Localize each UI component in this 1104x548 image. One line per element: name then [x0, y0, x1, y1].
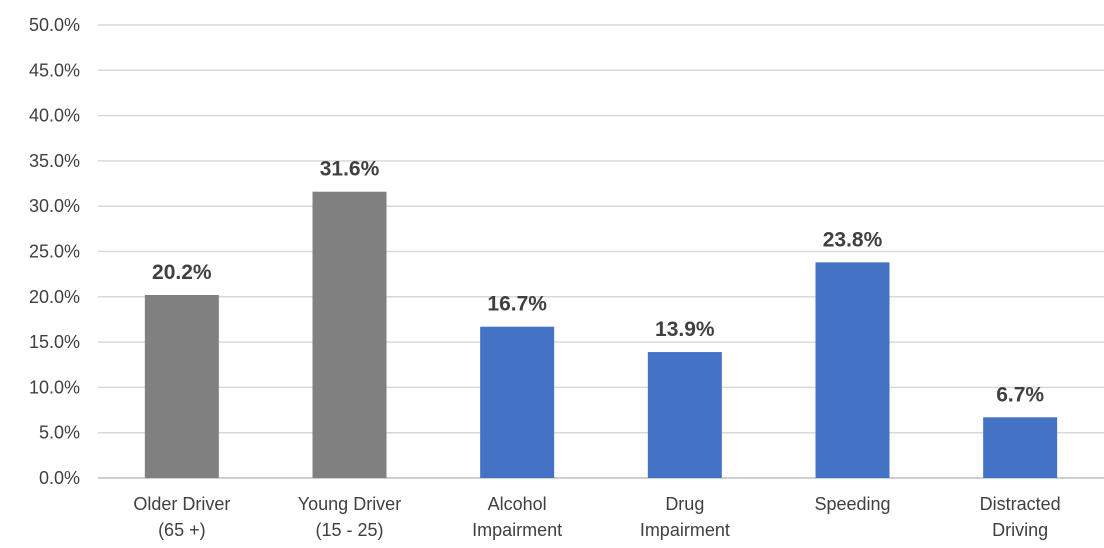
bars: [144, 191, 1058, 479]
bar: [647, 352, 722, 478]
bar: [144, 294, 219, 478]
category-label: Impairment: [640, 520, 730, 540]
bar: [815, 262, 890, 478]
y-tick-label: 15.0%: [29, 332, 80, 352]
category-label: Older Driver: [133, 494, 230, 514]
bar: [983, 417, 1058, 478]
data-label: 6.7%: [996, 383, 1044, 406]
category-label: (15 - 25): [315, 520, 383, 540]
y-tick-label: 35.0%: [29, 151, 80, 171]
y-tick-label: 0.0%: [39, 468, 80, 488]
category-label: Drug: [665, 494, 704, 514]
x-axis-category-labels: Older Driver (65 +) Young Driver (15 - 25) A…: [133, 494, 1060, 540]
data-label: 23.8%: [823, 228, 883, 251]
data-label: 20.2%: [152, 261, 212, 284]
y-tick-label: 50.0%: [29, 15, 80, 35]
y-tick-label: 45.0%: [29, 60, 80, 80]
bar: [312, 191, 387, 479]
category-label: Driving: [992, 520, 1048, 540]
category-label: Alcohol: [488, 494, 547, 514]
category-label: Speeding: [814, 494, 890, 514]
category-label: Impairment: [472, 520, 562, 540]
data-label: 13.9%: [655, 318, 715, 341]
data-label: 31.6%: [320, 158, 380, 181]
data-label: 16.7%: [487, 293, 547, 316]
y-tick-label: 30.0%: [29, 196, 80, 216]
y-tick-label: 10.0%: [29, 377, 80, 397]
category-label: (65 +): [158, 520, 206, 540]
category-label: Young Driver: [298, 494, 401, 514]
y-axis-tick-labels: 0.0% 5.0% 10.0% 15.0% 20.0% 25.0% 30.0% 35.0% 40…: [29, 15, 80, 488]
y-tick-label: 25.0%: [29, 242, 80, 262]
data-labels: 20.2% 31.6% 16.7% 13.9% 23.8% 6.7%: [152, 158, 1044, 407]
y-tick-label: 5.0%: [39, 423, 80, 443]
y-tick-label: 40.0%: [29, 106, 80, 126]
y-tick-label: 20.0%: [29, 287, 80, 307]
category-label: Distracted: [980, 494, 1061, 514]
gridlines: [98, 24, 1104, 479]
bar: [480, 326, 555, 478]
